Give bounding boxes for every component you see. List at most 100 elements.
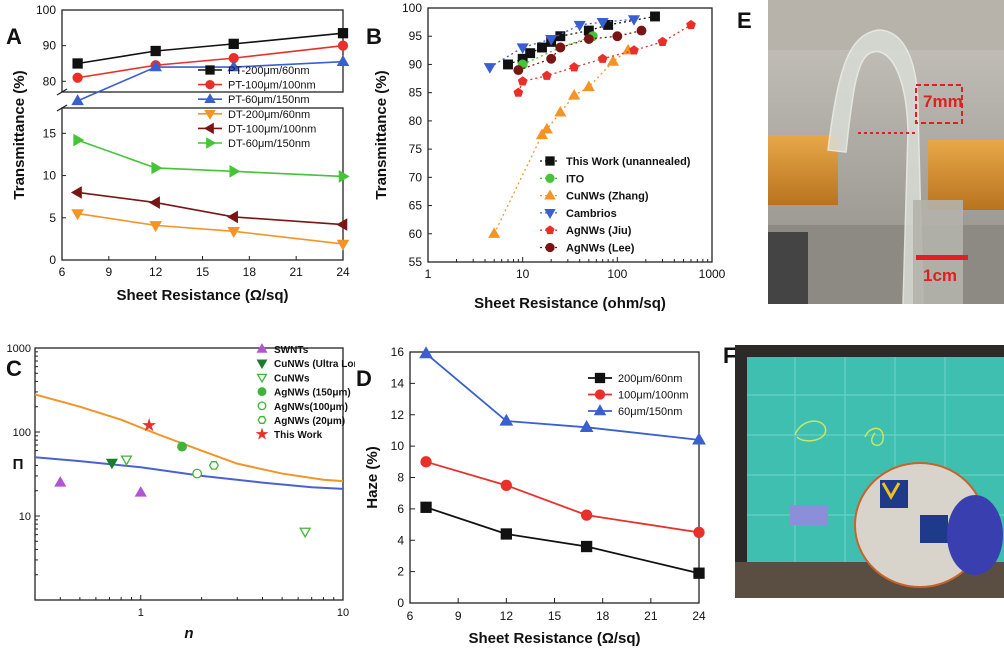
data-point [545,34,558,46]
plot-frame [427,7,713,263]
data-point [229,165,241,178]
legend-label: AgNWs(100μm) [274,402,348,413]
data-point [228,38,239,50]
y-tick-label: 70 [409,170,423,184]
data-point [693,567,705,579]
data-point [149,221,162,233]
legend-label: Cambrios [566,208,617,220]
data-point [336,54,350,66]
data-point [597,53,608,63]
data-point [693,526,705,539]
legend-marker [256,373,268,384]
panel-letter-c: C [6,356,22,381]
chart-panel-c: 1 10 10 100 1000 n Π SWNTs CuNWs (Ultra Long) CuN… [7,343,355,642]
x-tick-label: 15 [196,265,210,279]
data-point [686,19,696,30]
series-line [77,139,344,178]
legend-label: 200μm/60nm [618,373,682,385]
data-point [337,40,349,51]
scale-bar-label: 1cm [923,266,958,285]
y-tick-label: 0 [49,253,56,267]
y-tick-label: 2 [397,565,404,579]
data-point [500,528,512,540]
x-axis-label: Sheet Resistance (Ω/sq) [468,630,640,647]
data-point [629,45,639,55]
y-axis-label: Transmittance (%) [373,70,390,199]
x-tick-label: 6 [407,609,414,623]
data-point [105,458,118,470]
data-point [120,455,133,467]
axis-break-mark [56,104,68,112]
data-point [72,72,83,83]
data-point [569,62,580,72]
series-line [425,506,700,575]
legend-marker [204,93,216,104]
y-tick-label: 16 [391,345,405,359]
y-tick-label: 80 [43,74,57,88]
legend-marker [203,122,214,135]
chart-panel-b: 1 10 100 1000 55 60 65 70 75 80 85 90 95 100 Sheet Res… [373,1,726,312]
x-axis-label: n [184,625,193,642]
legend-marker [545,173,555,183]
x-tick-label: 1 [138,607,144,619]
x-tick-label: 10 [516,267,530,281]
touchscreen-demo-photo-icon [735,345,1004,598]
scale-label-7mm: 7mm [923,92,963,111]
data-point [177,441,187,452]
data-point [503,59,513,70]
legend-label: AgNWs (20μm) [274,416,345,427]
data-point [149,60,162,72]
y-tick-label: 95 [409,29,423,43]
legend-label: AgNWs (150μm) [274,388,351,399]
series-line [77,212,344,245]
data-point [299,527,312,539]
data-point [54,476,67,487]
data-point [612,31,623,42]
legend-label: CuNWs (Zhang) [566,191,649,203]
data-point [546,53,557,64]
legend-marker [257,416,267,424]
y-tick-label: 90 [409,57,423,71]
series-line [493,49,629,235]
legend-label: 100μm/100nm [618,390,689,402]
x-tick-label: 100 [607,267,627,281]
legend-marker [594,389,606,400]
y-tick-label: 15 [43,126,57,140]
axis-break-mark [56,88,68,96]
legend-label: PT-60μm/150nm [228,94,310,106]
y-tick-label: 55 [409,255,423,269]
y-tick-label: 10 [19,511,31,523]
legend-marker [544,189,556,200]
y-tick-label: 75 [409,142,423,156]
legend-marker [205,79,215,90]
data-point [338,170,350,183]
series-line [77,60,344,102]
y-tick-label: 14 [391,376,405,390]
data-point [148,196,160,209]
series-line [77,191,344,226]
series-line [425,352,700,441]
y-tick-label: 0 [397,596,404,610]
data-point [513,65,524,76]
data-point [483,63,496,74]
legend-label: 60μm/150nm [618,406,682,418]
y-tick-label: 10 [391,439,405,453]
legend-marker [545,156,555,166]
data-point [580,540,593,553]
data-point [419,346,433,359]
x-axis-label: Sheet Resistance (Ω/sq) [116,287,288,304]
series-line [77,32,344,65]
model-curve [34,456,344,490]
legend-label: DT-60μm/150nm [228,138,310,150]
data-point [537,42,547,53]
series-line [489,18,635,68]
y-tick-label: 85 [409,86,423,100]
y-tick-label: 100 [402,1,422,15]
data-point [513,87,524,97]
series-line [77,44,344,79]
legend-marker [545,225,555,235]
legend-marker [204,109,216,120]
y-tick-label: 12 [391,408,405,422]
y-axis-label: Haze (%) [364,446,381,509]
panel-letter-f: F [723,343,737,368]
